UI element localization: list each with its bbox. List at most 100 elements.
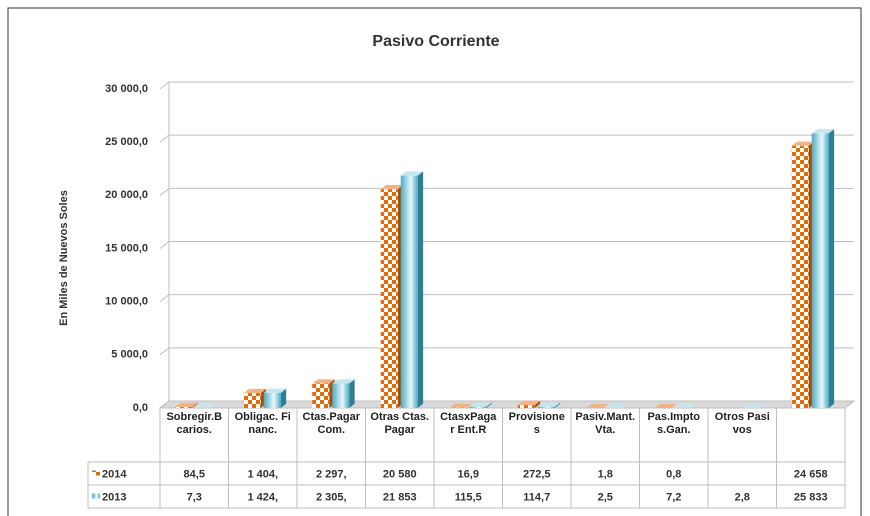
- bar: [380, 184, 404, 408]
- bar-side: [828, 129, 835, 408]
- bar-top: [811, 129, 835, 134]
- bar-side: [212, 403, 218, 408]
- table-value: 2,8: [735, 491, 750, 503]
- table-value: 25 833: [794, 491, 828, 503]
- bar: [400, 171, 424, 408]
- y-tick-label: 15 000,0: [105, 242, 148, 254]
- bar: [449, 403, 472, 408]
- y-tick-label: 10 000,0: [105, 296, 148, 308]
- x-tick-label: Pasiv.Mant.Vta.: [575, 411, 636, 436]
- y-tick-label: 20 000,0: [105, 189, 148, 201]
- x-tick-label: Otros Pasivos: [714, 411, 770, 436]
- bar-side: [760, 403, 766, 408]
- table-value: 2 297,: [316, 468, 347, 480]
- bar-side: [192, 402, 198, 408]
- grid-line: [159, 347, 854, 356]
- table-value: 7,3: [187, 491, 202, 503]
- grid-line: [159, 81, 854, 90]
- bar-front: [537, 406, 555, 408]
- bar-front: [380, 189, 398, 408]
- x-tick-label: CtasxPagar Ent.R: [440, 411, 497, 436]
- bar-top: [654, 403, 678, 408]
- y-tick-label: 5 000,0: [111, 349, 148, 361]
- bar-top: [469, 402, 492, 407]
- bar: [175, 402, 198, 408]
- grid-line: [159, 294, 854, 303]
- bar-front: [243, 393, 261, 408]
- bar-side: [417, 171, 424, 408]
- bar-top: [537, 402, 561, 407]
- bar-side: [486, 402, 492, 408]
- bar-side: [466, 403, 472, 408]
- bar: [791, 141, 815, 408]
- bar-side: [603, 403, 609, 408]
- bar-top: [195, 403, 218, 408]
- table-value: 272,5: [523, 468, 551, 480]
- x-tick-label: Provisiones: [508, 411, 565, 436]
- bar-top: [791, 141, 815, 146]
- bar-front: [517, 405, 535, 408]
- grid-line: [159, 134, 854, 143]
- bar-front: [175, 407, 193, 408]
- x-tick-label: Ctas.Pagar Com.: [302, 411, 360, 436]
- bar-front: [811, 133, 829, 409]
- table-value: 20 580: [383, 468, 417, 480]
- bar: [312, 379, 335, 408]
- legend-key: [92, 470, 100, 476]
- bar: [332, 379, 355, 408]
- bar-top: [175, 402, 198, 408]
- bar-side: [280, 388, 287, 408]
- bar-top: [312, 379, 335, 384]
- bar-front: [400, 175, 418, 408]
- x-tick-label: Pas.Imptos.Gan.: [647, 411, 701, 436]
- bar-front: [469, 406, 487, 408]
- bar-top: [449, 403, 472, 408]
- bar: [606, 403, 629, 408]
- bar-side: [671, 403, 678, 408]
- bar: [263, 388, 287, 408]
- bar: [517, 400, 541, 408]
- bar-top: [243, 388, 267, 394]
- legend-label: 2013: [102, 491, 126, 503]
- bar-side: [691, 403, 698, 408]
- table-value: 1 404,: [247, 468, 278, 480]
- bar: [195, 403, 218, 408]
- bar-front: [312, 383, 330, 408]
- legend-key: [92, 493, 100, 499]
- bar-side: [554, 402, 561, 408]
- bar-front: [791, 145, 809, 408]
- bar-front: [263, 392, 281, 408]
- bar: [469, 402, 492, 408]
- bar: [243, 388, 267, 408]
- table-value: 7,2: [666, 491, 681, 503]
- table-value: 115,5: [455, 491, 482, 503]
- bar-top: [674, 403, 698, 408]
- table-value: 24 658: [794, 468, 828, 480]
- table-value: 2,5: [598, 491, 613, 503]
- grid-line: [159, 241, 854, 249]
- bar-top: [400, 171, 424, 176]
- table-value: 1 424,: [247, 491, 278, 503]
- bar: [586, 403, 609, 408]
- x-tick-label: Otras Ctas.Pagar: [370, 411, 430, 436]
- table-value: 0,8: [666, 468, 681, 480]
- table-value: 16,9: [458, 468, 479, 480]
- table-value: 1,8: [598, 468, 613, 480]
- bar-top: [517, 400, 541, 406]
- legend-label: 2014: [102, 468, 127, 480]
- y-tick-label: 0,0: [133, 402, 148, 414]
- table-value: 2 305,: [316, 491, 347, 503]
- bar-top: [380, 184, 404, 190]
- bar: [811, 129, 835, 409]
- bar-front: [332, 383, 350, 408]
- x-tick-label: Obligac. Financ.: [234, 411, 291, 436]
- bar-top: [586, 403, 609, 408]
- bar-top: [743, 403, 766, 408]
- bar: [537, 402, 561, 408]
- bar: [674, 403, 698, 408]
- y-tick-label: 30 000,0: [105, 83, 148, 95]
- bar-side: [349, 379, 355, 408]
- bar: [743, 403, 766, 408]
